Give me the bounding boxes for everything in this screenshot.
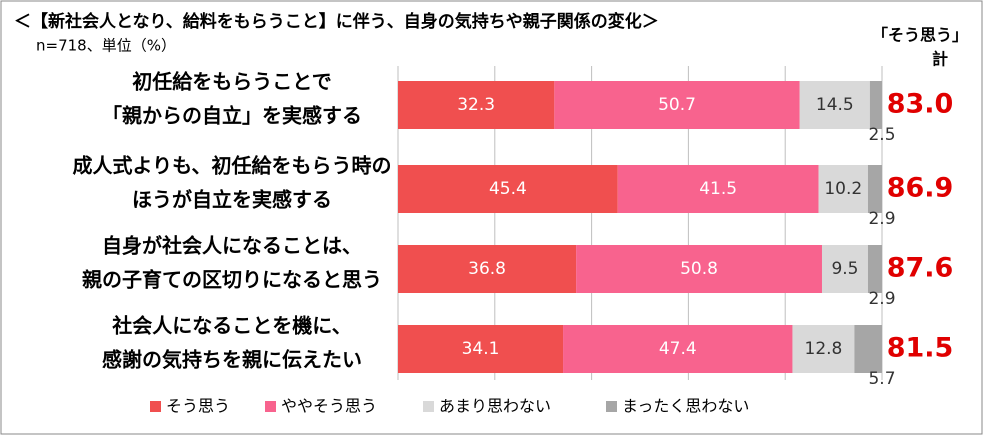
bar-segment xyxy=(554,81,800,129)
bar-segment xyxy=(792,325,855,373)
legend-label: まったく思わない xyxy=(622,397,749,416)
value-label: 41.5 xyxy=(699,179,737,199)
value-label: 9.5 xyxy=(831,259,858,279)
total-label: 83.0 xyxy=(887,89,954,120)
value-label: 47.4 xyxy=(659,339,697,359)
value-label: 2.5 xyxy=(868,125,895,145)
value-label: 14.5 xyxy=(816,95,854,115)
total-label: 81.5 xyxy=(887,333,954,364)
category-label: 自身が社会人になることは、 xyxy=(102,234,362,258)
value-label: 50.8 xyxy=(680,259,718,279)
bar-segment xyxy=(398,81,555,129)
bar-segment xyxy=(617,165,819,213)
value-label: 50.7 xyxy=(658,95,696,115)
bar-segment xyxy=(398,165,618,213)
legend-swatch xyxy=(150,401,161,412)
value-label: 2.9 xyxy=(868,209,895,229)
bar-segment xyxy=(867,245,882,293)
bar-segment xyxy=(818,165,868,213)
value-label: 12.8 xyxy=(805,339,843,359)
bar-segment xyxy=(799,81,870,129)
category-label: ほうが自立を実感する xyxy=(132,188,332,212)
bar-segment xyxy=(398,325,564,373)
totals-header: 「そう思う」 xyxy=(872,26,968,45)
value-label: 5.7 xyxy=(868,369,895,389)
chart-title: ＜【新社会人となり、給料をもらうこと】に伴う、自身の気持ちや親子関係の変化＞ xyxy=(14,11,659,32)
legend-label: そう思う xyxy=(166,397,230,416)
category-label: 感謝の気持ちを親に伝えたい xyxy=(102,348,362,372)
legend-label: ややそう思う xyxy=(281,397,377,416)
category-label: 初任給をもらうことで xyxy=(132,70,331,94)
bar-segment xyxy=(854,325,882,373)
category-label: 成人式よりも、初任給をもらう時の xyxy=(73,154,392,178)
bar-segment xyxy=(821,245,868,293)
category-label: 「親からの自立」を実感する xyxy=(102,104,362,128)
value-label: 32.3 xyxy=(457,95,495,115)
legend-label: あまり思わない xyxy=(439,397,551,416)
bar-segment xyxy=(576,245,822,293)
chart-subtitle: n=718、単位（%） xyxy=(36,37,176,55)
legend-swatch xyxy=(606,401,617,412)
total-label: 87.6 xyxy=(887,253,954,284)
total-label: 86.9 xyxy=(887,173,954,204)
bar-segment xyxy=(867,165,882,213)
category-label: 社会人になることを機に、 xyxy=(111,314,351,338)
value-label: 45.4 xyxy=(489,179,527,199)
legend-swatch xyxy=(423,401,434,412)
bar-segment xyxy=(563,325,793,373)
value-label: 36.8 xyxy=(468,259,506,279)
legend-swatch xyxy=(265,401,276,412)
category-label: 親の子育ての区切りになると思う xyxy=(82,268,382,292)
value-label: 2.9 xyxy=(868,289,895,309)
bar-segment xyxy=(398,245,577,293)
value-label: 10.2 xyxy=(824,179,862,199)
value-label: 34.1 xyxy=(462,339,500,359)
bar-segment xyxy=(869,81,882,129)
totals-header: 計 xyxy=(932,50,948,69)
